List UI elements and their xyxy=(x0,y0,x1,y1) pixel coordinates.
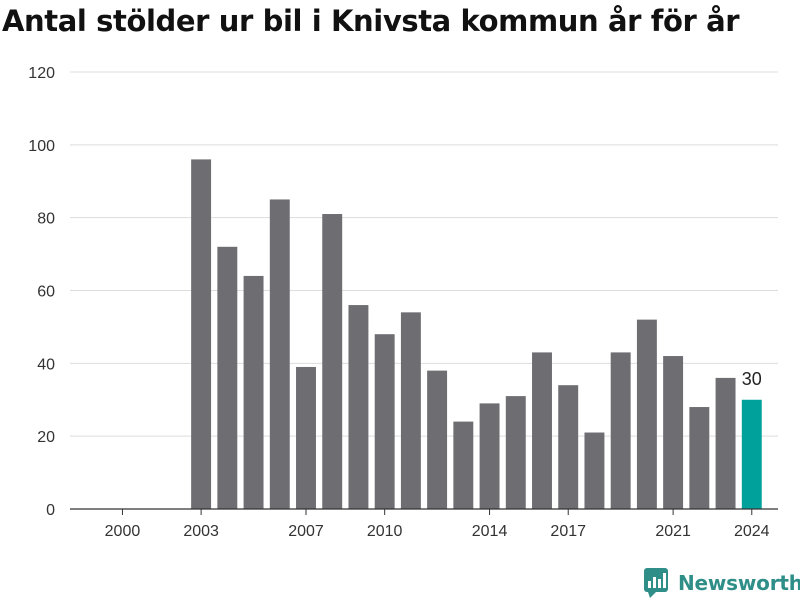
x-tick-label: 2007 xyxy=(288,523,324,540)
bar xyxy=(191,159,212,509)
x-tick-label: 2010 xyxy=(367,523,403,540)
bar xyxy=(348,305,369,509)
x-tick-label: 2000 xyxy=(105,523,141,540)
x-axis-tick-labels: 2000 2003 2007 2010 2014 2017 2021 2024 xyxy=(105,523,770,540)
bar xyxy=(505,396,526,509)
x-tick-label: 2024 xyxy=(734,523,770,540)
bar xyxy=(374,334,395,509)
bar xyxy=(217,246,238,510)
bar xyxy=(322,214,343,509)
chart-title: Antal stölder ur bil i Knivsta kommun år… xyxy=(2,4,740,38)
data-labels: 30 xyxy=(742,369,762,389)
y-tick-label: 120 xyxy=(28,65,55,82)
y-tick-label: 100 xyxy=(28,138,55,155)
y-tick-label: 60 xyxy=(37,284,55,301)
x-tick-label: 2021 xyxy=(655,523,691,540)
bar xyxy=(400,312,421,509)
bar xyxy=(663,356,684,509)
y-tick-label: 0 xyxy=(46,502,55,519)
y-tick-label: 40 xyxy=(37,356,55,373)
y-tick-label: 20 xyxy=(37,429,55,446)
x-tick-label: 2003 xyxy=(183,523,219,540)
newsworthy-icon xyxy=(644,568,668,598)
bar xyxy=(296,366,316,509)
bar xyxy=(243,275,264,509)
bar xyxy=(453,421,474,509)
x-tick-label: 2017 xyxy=(550,523,586,540)
bars xyxy=(191,159,762,510)
x-axis xyxy=(70,508,778,515)
gridlines xyxy=(70,71,778,437)
bar xyxy=(610,352,631,509)
newsworthy-logo: Newsworthy xyxy=(644,568,800,598)
bar xyxy=(636,319,657,509)
data-label: 30 xyxy=(742,369,762,389)
bar xyxy=(715,377,736,509)
brand-name: Newsworthy xyxy=(678,571,800,595)
bar xyxy=(532,352,552,509)
y-axis-tick-labels: 0 20 40 60 80 100 120 xyxy=(28,65,55,519)
bar xyxy=(269,199,290,510)
bar xyxy=(584,432,605,509)
y-tick-label: 80 xyxy=(37,211,55,228)
bar xyxy=(558,385,579,509)
bar xyxy=(689,407,710,509)
bar xyxy=(427,370,448,509)
bar xyxy=(479,403,500,509)
bar-highlight xyxy=(741,399,762,509)
x-tick-label: 2014 xyxy=(472,523,508,540)
